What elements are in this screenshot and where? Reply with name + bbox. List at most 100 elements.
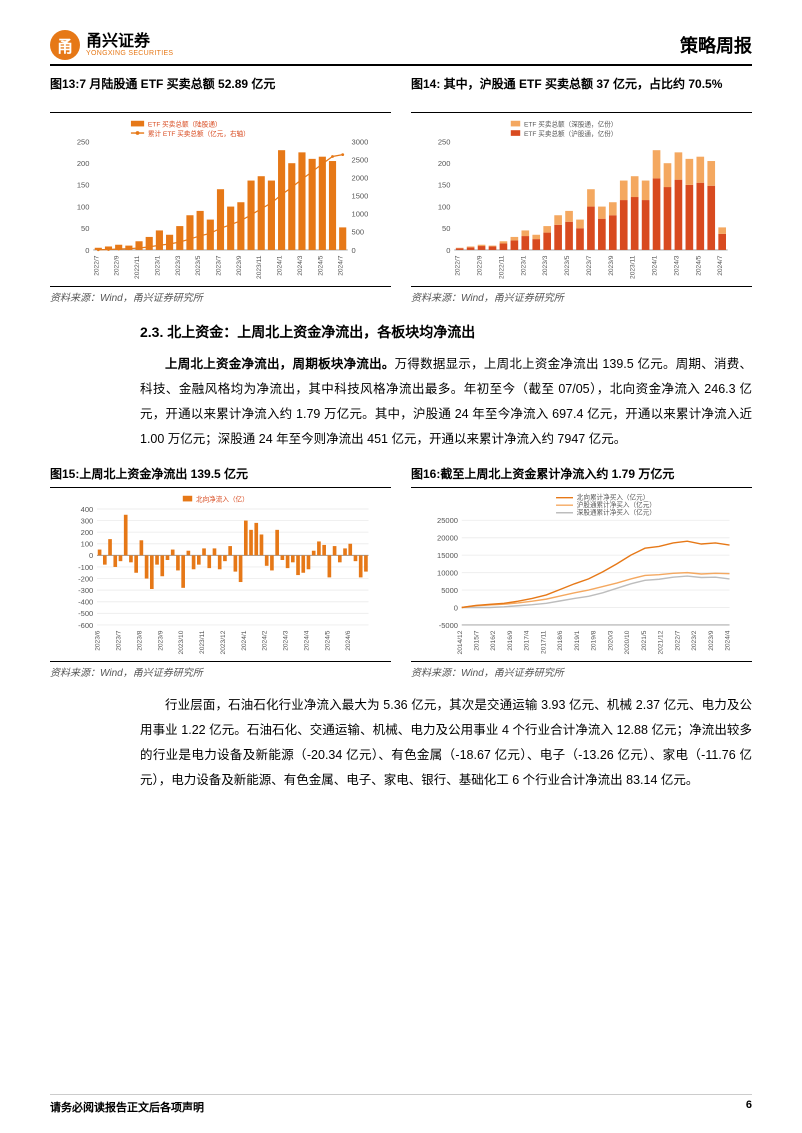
svg-text:深股通累计净买入（亿元）: 深股通累计净买入（亿元）	[577, 507, 656, 516]
report-type: 策略周报	[680, 32, 752, 58]
svg-text:0: 0	[85, 246, 89, 255]
svg-text:-600: -600	[78, 621, 93, 630]
svg-text:250: 250	[77, 137, 90, 146]
logo: 甬 甬兴证券 YONGXING SECURITIES	[50, 30, 173, 60]
svg-text:2016/2: 2016/2	[490, 630, 497, 651]
svg-text:2023/11: 2023/11	[630, 255, 637, 279]
svg-text:2024/4: 2024/4	[303, 630, 310, 651]
svg-text:沪股通累计净买入（亿元）: 沪股通累计净买入（亿元）	[577, 500, 656, 509]
svg-text:200: 200	[77, 159, 90, 168]
chart-13: ETF 买卖总额（陆股通）累计 ETF 买卖总额（亿元，右轴）050100150…	[50, 117, 391, 282]
logo-name-cn: 甬兴证券	[86, 34, 173, 50]
svg-text:150: 150	[438, 181, 451, 190]
chart-14: ETF 买卖总额（深股通，亿份）ETF 买卖总额（沪股通，亿份）05010015…	[411, 117, 752, 282]
svg-text:2023/3: 2023/3	[175, 255, 182, 276]
svg-text:50: 50	[442, 224, 450, 233]
svg-text:300: 300	[81, 516, 94, 525]
svg-text:2023/7: 2023/7	[115, 630, 122, 651]
svg-text:0: 0	[352, 246, 356, 255]
svg-text:北向累计净买入（亿元）: 北向累计净买入（亿元）	[577, 492, 650, 501]
svg-text:2015/7: 2015/7	[473, 630, 480, 651]
svg-text:累计 ETF 买卖总额（亿元，右轴）: 累计 ETF 买卖总额（亿元，右轴）	[148, 129, 250, 138]
svg-text:2019/1: 2019/1	[574, 630, 581, 651]
svg-text:2023/8: 2023/8	[136, 630, 143, 651]
svg-text:2024/4: 2024/4	[725, 630, 732, 651]
svg-text:2023/11: 2023/11	[199, 630, 206, 654]
svg-text:2022/9: 2022/9	[114, 255, 121, 276]
svg-text:2023/5: 2023/5	[564, 255, 571, 276]
svg-text:2020/10: 2020/10	[624, 630, 631, 654]
svg-text:-300: -300	[78, 586, 93, 595]
svg-text:2024/5: 2024/5	[324, 630, 331, 651]
svg-text:200: 200	[438, 159, 451, 168]
svg-text:2019/8: 2019/8	[591, 630, 598, 651]
svg-text:15000: 15000	[437, 551, 458, 560]
logo-icon: 甬	[50, 30, 80, 60]
svg-text:100: 100	[81, 539, 94, 548]
svg-text:2024/5: 2024/5	[317, 255, 324, 276]
svg-text:2000: 2000	[352, 173, 369, 182]
svg-text:2024/2: 2024/2	[262, 630, 269, 651]
svg-text:2023/7: 2023/7	[586, 255, 593, 276]
chart-14-block: 图14: 其中，沪股通 ETF 买卖总额 37 亿元，占比约 70.5% ETF…	[411, 76, 752, 304]
svg-text:-100: -100	[78, 563, 93, 572]
svg-text:2024/5: 2024/5	[695, 255, 702, 276]
svg-text:2023/9: 2023/9	[608, 255, 615, 276]
chart-15-block: 图15:上周北上资金净流出 139.5 亿元 北向净流入（亿）-600-500-…	[50, 466, 391, 679]
svg-text:50: 50	[81, 224, 89, 233]
svg-text:2023/9: 2023/9	[157, 630, 164, 651]
svg-text:-200: -200	[78, 574, 93, 583]
chart-14-source: 资料来源：Wind，甬兴证券研究所	[411, 289, 752, 304]
chart-13-block: 图13:7 月陆股通 ETF 买卖总额 52.89 亿元 ETF 买卖总额（陆股…	[50, 76, 391, 304]
svg-text:北向净流入（亿）: 北向净流入（亿）	[196, 494, 249, 503]
chart-13-title: 图13:7 月陆股通 ETF 买卖总额 52.89 亿元	[50, 76, 391, 108]
svg-text:ETF 买卖总额（深股通，亿份）: ETF 买卖总额（深股通，亿份）	[524, 119, 617, 128]
svg-text:2023/12: 2023/12	[220, 630, 227, 654]
svg-text:2022/11: 2022/11	[134, 255, 141, 279]
svg-text:20000: 20000	[437, 533, 458, 542]
svg-text:2023/10: 2023/10	[178, 630, 185, 654]
svg-text:2021/5: 2021/5	[641, 630, 648, 651]
svg-text:2024/1: 2024/1	[652, 255, 659, 276]
svg-text:400: 400	[81, 505, 94, 514]
svg-text:-400: -400	[78, 597, 93, 606]
logo-name-en: YONGXING SECURITIES	[86, 50, 173, 57]
svg-text:2024/7: 2024/7	[717, 255, 724, 276]
svg-text:2022/7: 2022/7	[455, 255, 462, 276]
svg-text:2024/1: 2024/1	[277, 255, 284, 276]
chart-15-source: 资料来源：Wind，甬兴证券研究所	[50, 664, 391, 679]
svg-text:2022/9: 2022/9	[477, 255, 484, 276]
svg-text:2023/2: 2023/2	[691, 630, 698, 651]
svg-text:-5000: -5000	[439, 621, 458, 630]
chart-16-title: 图16:截至上周北上资金累计净流入约 1.79 万亿元	[411, 466, 752, 483]
svg-text:2024/6: 2024/6	[345, 630, 352, 651]
svg-text:2018/6: 2018/6	[557, 630, 564, 651]
svg-text:2022/11: 2022/11	[498, 255, 505, 279]
svg-text:2016/9: 2016/9	[507, 630, 514, 651]
svg-text:2023/7: 2023/7	[216, 255, 223, 276]
svg-text:1000: 1000	[352, 210, 369, 219]
svg-text:10000: 10000	[437, 568, 458, 577]
svg-text:2024/3: 2024/3	[283, 630, 290, 651]
svg-text:2023/5: 2023/5	[195, 255, 202, 276]
page-footer: 请务必阅读报告正文后各项声明 6	[50, 1094, 752, 1115]
svg-text:2023/1: 2023/1	[154, 255, 161, 276]
chart-13-source: 资料来源：Wind，甬兴证券研究所	[50, 289, 391, 304]
svg-text:2023/1: 2023/1	[520, 255, 527, 276]
footer-disclaimer: 请务必阅读报告正文后各项声明	[50, 1099, 204, 1115]
svg-text:ETF 买卖总额（陆股通）: ETF 买卖总额（陆股通）	[148, 119, 222, 128]
svg-text:2014/12: 2014/12	[457, 630, 464, 654]
svg-text:2023/3: 2023/3	[542, 255, 549, 276]
svg-text:100: 100	[438, 202, 451, 211]
svg-text:2023/11: 2023/11	[256, 255, 263, 279]
svg-text:2024/1: 2024/1	[241, 630, 248, 651]
svg-text:2017/11: 2017/11	[540, 630, 547, 654]
svg-text:2023/9: 2023/9	[708, 630, 715, 651]
section-2-3-para: 上周北上资金净流出，周期板块净流出。万得数据显示，上周北上资金净流出 139.5…	[140, 352, 752, 452]
industry-para: 行业层面，石油石化行业净流入最大为 5.36 亿元，其次是交通运输 3.93 亿…	[140, 693, 752, 793]
svg-text:25000: 25000	[437, 516, 458, 525]
svg-text:2500: 2500	[352, 155, 369, 164]
chart-16: 北向累计净买入（亿元）沪股通累计净买入（亿元）深股通累计净买入（亿元） -5000…	[411, 492, 752, 657]
svg-text:0: 0	[454, 603, 458, 612]
svg-text:5000: 5000	[441, 586, 458, 595]
